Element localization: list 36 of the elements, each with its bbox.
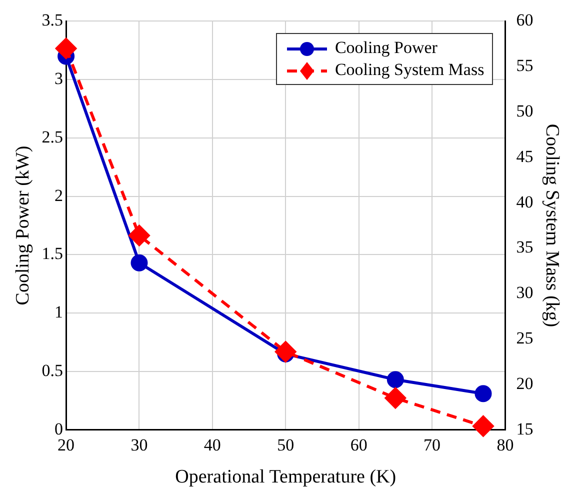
- x-axis-title: Operational Temperature (K): [175, 466, 396, 488]
- point: [474, 385, 492, 402]
- y-tick-label: 2: [54, 186, 64, 205]
- y2-axis-title: Cooling System Mass (kg): [542, 124, 563, 328]
- x-tick-label: 50: [277, 435, 294, 454]
- y-tick-label: 3.5: [42, 10, 64, 30]
- y2-tick-label: 40: [516, 192, 534, 212]
- point: [128, 224, 150, 246]
- y2-tick-label: 55: [516, 56, 534, 76]
- y2-tick-label: 60: [516, 10, 534, 30]
- y-axis-title: Cooling Power (kW): [12, 146, 34, 306]
- point: [275, 341, 296, 362]
- x-tick-label: 30: [130, 435, 148, 454]
- point: [384, 388, 406, 409]
- point: [472, 416, 494, 437]
- y2-tick-label: 45: [516, 146, 534, 166]
- y2-tick-label: 30: [516, 283, 534, 302]
- y2-tick-label: 20: [516, 374, 534, 393]
- y2-tick-label: 35: [516, 238, 534, 257]
- y-tick-label: 1: [54, 302, 64, 322]
- x-tick-label: 40: [204, 435, 221, 454]
- x-tick-label: 80: [496, 435, 514, 454]
- point: [130, 254, 148, 272]
- legend-label: Cooling Power: [334, 38, 438, 58]
- point: [56, 38, 77, 59]
- y-tick-label: 0.5: [42, 360, 64, 380]
- y2-tick-label: 50: [516, 101, 534, 120]
- legend-label: Cooling System Mass: [334, 60, 484, 80]
- x-tick-label: 60: [350, 435, 368, 454]
- y-tick-label: 2.5: [42, 127, 64, 146]
- y-tick-label: 1.5: [42, 244, 64, 264]
- y2-tick-label: 15: [516, 419, 534, 438]
- y-tick-label: 3: [54, 69, 64, 88]
- y2-tick-label: 25: [516, 328, 534, 348]
- x-tick-label: 70: [424, 435, 441, 454]
- point: [386, 371, 404, 388]
